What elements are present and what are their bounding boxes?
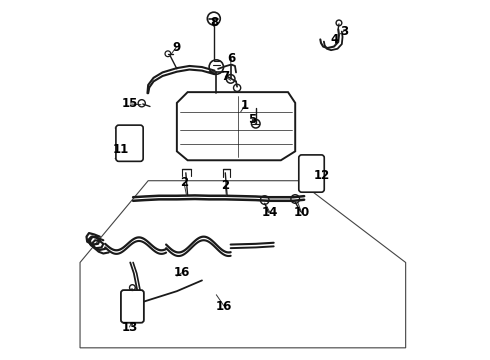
Polygon shape: [177, 92, 295, 160]
Text: 2: 2: [180, 176, 188, 189]
Text: 10: 10: [294, 207, 310, 220]
Text: 9: 9: [172, 41, 180, 54]
Text: 5: 5: [248, 113, 256, 126]
Text: 8: 8: [210, 16, 219, 29]
FancyBboxPatch shape: [121, 290, 144, 323]
Text: 2: 2: [221, 179, 229, 192]
Text: 6: 6: [227, 52, 236, 65]
Text: 14: 14: [262, 207, 278, 220]
Text: 12: 12: [314, 169, 330, 182]
Text: 11: 11: [113, 143, 129, 156]
Text: 16: 16: [216, 300, 232, 313]
Text: 3: 3: [340, 25, 348, 38]
Text: 7: 7: [221, 70, 229, 83]
FancyBboxPatch shape: [299, 155, 324, 192]
Text: 13: 13: [122, 320, 138, 333]
Text: 15: 15: [122, 98, 139, 111]
Text: 4: 4: [331, 33, 339, 46]
Text: 16: 16: [174, 266, 191, 279]
Text: 1: 1: [241, 99, 249, 112]
FancyBboxPatch shape: [116, 125, 143, 161]
